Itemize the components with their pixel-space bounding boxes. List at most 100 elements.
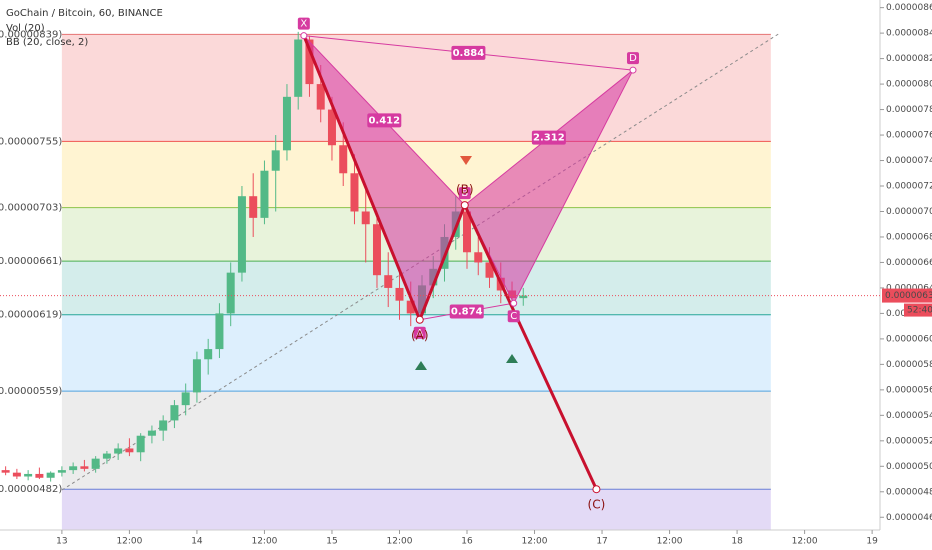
candle-body (260, 170, 269, 218)
candle-body (406, 300, 415, 314)
fib-label: (0.00000482) (0, 484, 62, 495)
y-tick-label: 0.00000460 (886, 513, 932, 523)
candle-body (384, 275, 393, 288)
ratio-label: 0.412 (368, 115, 400, 126)
candle-body (91, 458, 100, 469)
candle-body (204, 349, 213, 360)
indicator-label: Vol (20) (6, 23, 45, 34)
projection-label: (C) (588, 498, 606, 512)
projection-point (592, 485, 601, 494)
ratio-label: 2.312 (533, 133, 565, 144)
candle-body (226, 272, 235, 314)
pattern-point-label: C (510, 311, 517, 322)
candle-body (1, 470, 10, 473)
x-tick-label: 12:00 (116, 537, 142, 547)
candle-body (485, 262, 494, 278)
pattern-point (629, 66, 637, 74)
fib-zone (61, 314, 771, 392)
countdown-box (904, 303, 932, 317)
pattern-point-label: X (300, 19, 307, 30)
candle-body (12, 472, 21, 477)
candle-body (316, 84, 325, 110)
x-tick-label: 18 (731, 537, 743, 547)
candle-body (46, 472, 55, 478)
candle-body (192, 359, 201, 393)
candle-body (80, 466, 89, 469)
fib-zone (61, 391, 771, 490)
x-tick-label: 15 (326, 537, 337, 547)
projection-point (460, 201, 469, 210)
abcd-projection (302, 35, 598, 490)
candle-body (215, 313, 224, 350)
harmonic-pattern: X A B C D (A) (B) (C) 0.884 0.412 2.312 0.874 (297, 17, 639, 512)
x-tick-label: 19 (866, 537, 878, 547)
pattern-point-box (507, 310, 520, 323)
candle-body (350, 173, 359, 212)
candle-body (69, 466, 78, 471)
projection-label: (B) (456, 183, 474, 197)
fib-label: (0.00000839) (0, 29, 62, 40)
last-price-label: 0.00000634 (885, 291, 932, 301)
last-price-box (882, 288, 932, 303)
candle-body (237, 196, 246, 273)
candle-body (57, 470, 66, 473)
pattern-point-box (413, 326, 426, 339)
fib-label: (0.00000661) (0, 256, 62, 267)
x-tick-label: 12:00 (792, 537, 818, 547)
ratio-box (531, 130, 566, 145)
ratio-box (367, 113, 402, 128)
candle-body (125, 448, 134, 453)
fib-label: (0.00000703) (0, 203, 62, 214)
ratio-label: 0.874 (451, 307, 483, 318)
pattern-point-label: A (416, 328, 423, 339)
candle-body (102, 453, 111, 459)
pattern-point (300, 32, 308, 40)
candle-body (114, 448, 123, 454)
projection-label: (A) (411, 328, 429, 342)
down-arrow (460, 156, 472, 165)
candle-body (305, 39, 314, 85)
pattern-point-label: B (461, 188, 468, 199)
pattern-point (510, 299, 518, 307)
x-tick-label: 16 (461, 537, 473, 547)
up-arrow (415, 361, 427, 370)
pattern-point-box (626, 52, 639, 65)
candle-body (339, 145, 348, 174)
candle-body (147, 430, 156, 436)
candle-body (136, 435, 145, 453)
trend-line (61, 32, 781, 491)
fib-label: (0.00000559) (0, 386, 62, 397)
projection-point (415, 315, 424, 324)
x-tick-label: 17 (596, 537, 607, 547)
candle-body (24, 473, 33, 477)
indicator-label: BB (20, close, 2) (6, 37, 88, 48)
candle-body (361, 211, 370, 225)
ratio-label: 0.884 (453, 48, 485, 59)
pattern-point-box (297, 17, 310, 30)
pattern-point-box (458, 187, 471, 200)
candle-body (170, 405, 179, 421)
fib-zone (61, 489, 771, 530)
candle-body (159, 420, 168, 431)
candle-body (519, 295, 528, 299)
up-arrow (506, 354, 518, 363)
